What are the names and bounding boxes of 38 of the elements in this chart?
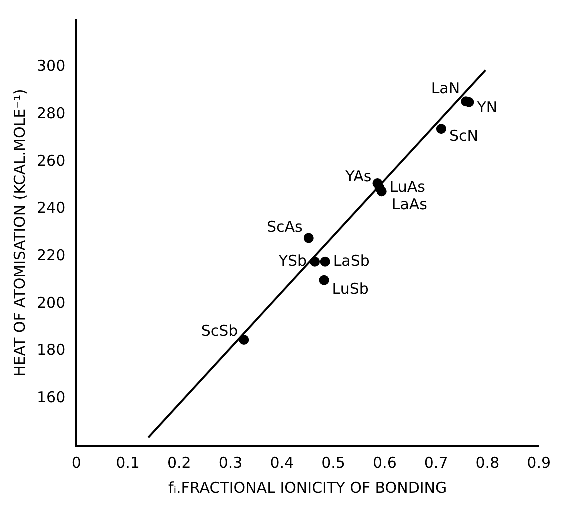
x-tick-label: 0.6 — [372, 454, 397, 472]
y-tick-label: 240 — [36, 199, 66, 218]
x-tick-label: 0.1 — [116, 454, 140, 472]
x-tick-label: 0.2 — [167, 454, 192, 472]
y-tick-label: 280 — [36, 104, 66, 123]
y-tick-label: 220 — [36, 246, 66, 265]
point — [376, 186, 387, 197]
x-tick-label: 0.9 — [527, 454, 551, 472]
x-tick-label: 0.4 — [270, 454, 294, 472]
y-tick-label: 200 — [36, 294, 66, 312]
x-tick-label: 0.7 — [424, 454, 448, 472]
annotation: LaAs — [392, 195, 428, 214]
x-tick-label: 0.8 — [476, 454, 500, 472]
annotation: LuSb — [332, 280, 369, 298]
annotation: YN — [476, 98, 498, 116]
y-tick-label: 260 — [36, 152, 66, 170]
y-tick-label: 300 — [36, 57, 66, 76]
point — [239, 334, 250, 345]
y-tick-label: 160 — [36, 388, 66, 407]
annotation: ScAs — [267, 218, 304, 236]
annotation: ScN — [449, 126, 478, 145]
annotation: LaN — [431, 80, 460, 98]
point — [304, 233, 314, 244]
x-tick-label: 0.5 — [322, 454, 346, 472]
x-axis-title: fᵢ.FRACTIONAL IONICITY OF BONDING — [168, 478, 448, 497]
annotation: LuAs — [390, 178, 426, 196]
annotation: LaSb — [333, 252, 370, 270]
annotation: YAs — [344, 167, 372, 186]
point — [310, 256, 320, 267]
point — [319, 275, 330, 286]
y-axis-title: HEAT OF ATOMISATION (KCAL.MOLE⁻¹) — [10, 89, 29, 377]
x-tick-label: 0 — [72, 454, 82, 472]
point — [320, 256, 330, 267]
x-tick-label: 0.3 — [218, 454, 243, 472]
annotation: YSb — [278, 252, 308, 270]
point — [436, 124, 446, 134]
y-tick-label: 180 — [36, 341, 66, 360]
annotation: ScSb — [201, 322, 238, 340]
